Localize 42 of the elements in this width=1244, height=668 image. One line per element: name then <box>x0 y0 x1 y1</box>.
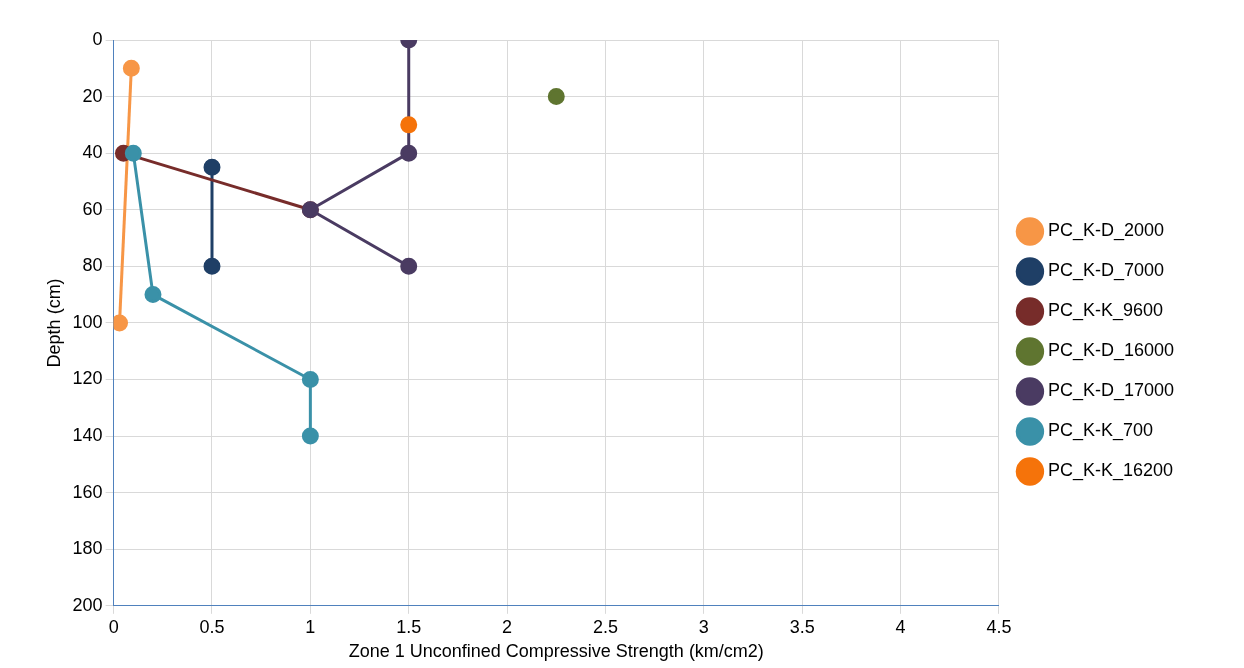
x-tick-label: 1 <box>305 616 316 637</box>
x-tick-label: 1.5 <box>396 616 422 637</box>
y-tick-label: 60 <box>82 198 103 219</box>
x-axis-title: Zone 1 Unconfined Compressive Strength (km/cm2) <box>348 641 764 662</box>
y-tick-label: 160 <box>72 481 103 502</box>
legend-label: PC_K-D_17000 <box>1047 380 1175 402</box>
point <box>122 59 140 77</box>
y-axis-title: Depth (cm) <box>43 278 64 368</box>
point <box>400 257 418 275</box>
x-tick-label: 0.5 <box>199 616 225 637</box>
y-tick-label: 100 <box>72 311 103 332</box>
point <box>113 314 129 332</box>
point <box>144 286 162 304</box>
point <box>203 257 221 275</box>
x-tick-label: 3 <box>698 616 709 637</box>
y-tick-label: 180 <box>72 538 103 559</box>
y-tick-label: 40 <box>82 142 103 163</box>
legend-label: PC_K-D_2000 <box>1047 220 1164 242</box>
point <box>301 370 319 388</box>
x-tick-label: 0 <box>108 616 119 637</box>
legend-label: PC_K-D_16000 <box>1047 340 1175 362</box>
point <box>203 158 221 176</box>
legend-label: PC_K-K_9600 <box>1047 300 1163 322</box>
legend-label: PC_K-K_16200 <box>1047 460 1174 482</box>
point <box>400 116 418 134</box>
x-tick-label: 4 <box>895 616 906 637</box>
legend-label: PC_K-K_700 <box>1047 420 1153 442</box>
legend-label: PC_K-D_7000 <box>1047 260 1164 282</box>
point <box>124 144 142 162</box>
point <box>301 427 319 445</box>
point <box>400 144 418 162</box>
y-tick-label: 0 <box>92 28 103 49</box>
x-tick-label: 2.5 <box>592 616 618 637</box>
y-tick-label: 200 <box>72 594 103 615</box>
y-tick-label: 120 <box>72 368 103 389</box>
y-tick-label: 20 <box>82 85 103 106</box>
y-tick-label: 140 <box>72 425 103 446</box>
x-tick-label: 4.5 <box>986 616 1012 637</box>
y-tick-label: 80 <box>82 255 103 276</box>
point <box>547 88 565 106</box>
x-tick-label: 2 <box>502 616 513 637</box>
x-tick-label: 3.5 <box>789 616 815 637</box>
